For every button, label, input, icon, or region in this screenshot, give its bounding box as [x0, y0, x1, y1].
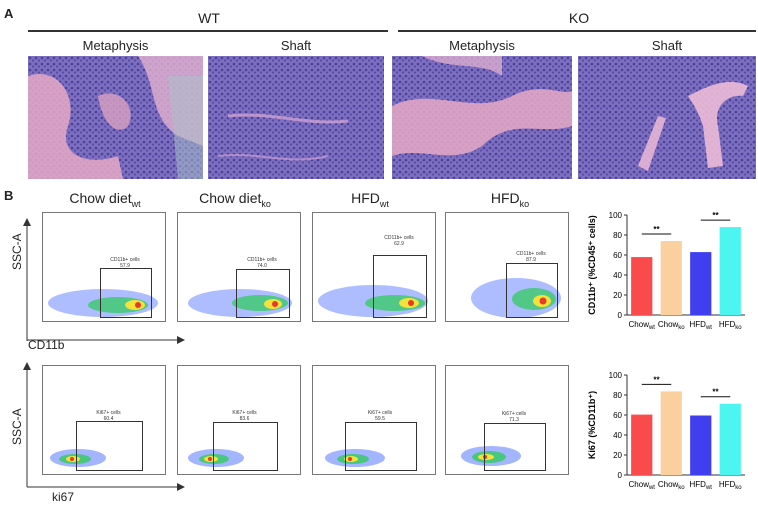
histology-image-ko-shaft	[578, 56, 756, 179]
row1-x-axis-label: CD11b	[28, 338, 65, 352]
gate-label-r1-c1: CD11b+ cells 57.9	[110, 257, 140, 269]
subtitle-ko-shaft: Shaft	[651, 38, 683, 53]
bar2-sig-label-1: **	[712, 388, 719, 397]
bar1-sig-label-1: **	[712, 211, 719, 220]
bar1-xtick-label-0: Chowwt	[629, 320, 656, 331]
row1-x-arrow	[27, 336, 185, 344]
bar1-bar-0	[631, 257, 653, 315]
panel-a-label: A	[4, 6, 14, 21]
gate-label-r2-c1: Ki67+ cells 60.4	[96, 410, 121, 422]
flow-column-header-3: HFDwt	[351, 190, 389, 209]
bar1-bar-1	[660, 241, 682, 315]
row2-axis-arrows	[23, 362, 31, 487]
gate-label-r1-c2: CD11b+ cells 74.0	[247, 257, 277, 269]
bar2-sig-label-0: **	[653, 375, 660, 384]
flow-column-header-1: Chow dietwt	[69, 190, 141, 209]
bar2-ytick-label-3: 60	[613, 411, 622, 420]
bar2-xtick-label-1: Chowko	[658, 480, 685, 491]
group-wt-rule	[28, 30, 388, 32]
flow-plot-r2-c2: Ki67+ cells 83.6	[177, 365, 301, 475]
gate-label-r2-c3: Ki67+ cells 59.5	[367, 410, 393, 422]
bar1-ytick-label-4: 80	[613, 231, 622, 240]
flow-plot-r1-c2: CD11b+ cells 74.0	[177, 212, 301, 322]
subtitle-ko-metaphysis: Metaphysis	[449, 38, 515, 53]
bar-chart-ki67: Ki67 (%CD11b⁺) 0 20 40 60 80 100 Chowwt Chowko HF…	[587, 371, 745, 491]
flow-plot-r2-c1: Ki67+ cells 60.4	[42, 365, 166, 475]
gate-label-r2-c4: Ki67+ cells 71.3	[501, 411, 527, 423]
flow-column-header-4: HFDko	[490, 190, 530, 209]
group-ko-title: KO	[568, 10, 590, 26]
row2-x-arrow	[27, 483, 185, 491]
flow-plot-r1-c4: CD11b+ cells 87.9	[445, 212, 569, 322]
panel-b-label: B	[4, 188, 14, 203]
histology-image-wt-metaphysis	[28, 56, 203, 179]
bar2-ytick-label-4: 80	[613, 391, 622, 400]
gate-label-r1-c3: CD11b+ cells 62.9	[384, 235, 414, 247]
row2-y-axis-label: SSC-A	[10, 408, 24, 445]
bar2-ytick-label-2: 40	[613, 431, 622, 440]
bar1-ytick-label-2: 40	[613, 271, 622, 280]
flow-plot-r2-c4: Ki67+ cells 71.3	[445, 365, 569, 475]
group-wt-title: WT	[198, 10, 220, 26]
flow-plot-r2-c3: Ki67+ cells 59.5	[312, 365, 436, 475]
bar1-ytick-label-0: 0	[618, 311, 623, 320]
bar1-xtick-label-1: Chowko	[658, 320, 685, 331]
bar1-bar-3	[719, 227, 741, 315]
bar2-xtick-label-0: Chowwt	[629, 480, 656, 491]
flow-column-header-2: Chow dietko	[199, 190, 271, 209]
gate-r2-c3	[345, 422, 417, 471]
subtitle-wt-shaft: Shaft	[280, 38, 312, 53]
gate-r1-c1	[100, 268, 152, 318]
bar2-y-axis-label: Ki67 (%CD11b⁺)	[587, 391, 597, 459]
bar1-ytick-label-3: 60	[613, 251, 622, 260]
gate-r1-c3	[373, 255, 427, 318]
bar2-ytick-label-5: 100	[609, 371, 623, 380]
bar2-xtick-label-2: HFDwt	[690, 480, 713, 491]
gate-label-r1-c4: CD11b+ cells 87.9	[516, 251, 546, 263]
row2-x-axis-label: ki67	[52, 490, 75, 504]
bar2-bar-1	[660, 391, 682, 475]
bar1-y-axis-label: CD11b⁺ (%CD45⁺ cells)	[587, 215, 597, 315]
group-ko-rule	[398, 30, 756, 32]
bar2-ytick-label-1: 20	[613, 451, 622, 460]
row1-axis-arrows	[23, 218, 31, 341]
flow-plot-r1-c1: CD11b+ cells 57.9	[42, 212, 166, 322]
bar1-ytick-label-1: 20	[613, 291, 622, 300]
histology-image-wt-shaft	[208, 56, 384, 179]
gate-r2-c1	[76, 421, 143, 471]
bar-chart-cd11b: CD11b⁺ (%CD45⁺ cells) 0 20 40 60 80 100 Chowwt C…	[587, 211, 745, 331]
gate-r2-c2	[213, 422, 278, 471]
flow-plot-r1-c3: CD11b+ cells 62.9	[312, 212, 436, 322]
subtitle-wt-metaphysis: Metaphysis	[82, 38, 149, 53]
bar1-bar-2	[690, 252, 712, 315]
bar2-bar-0	[631, 414, 653, 475]
gate-label-r2-c2: Ki67+ cells 83.6	[232, 410, 257, 422]
bar1-ytick-label-5: 100	[609, 211, 623, 220]
gate-r1-c4	[506, 263, 558, 318]
bar2-bar-2	[690, 415, 712, 475]
bar1-xtick-label-2: HFDwt	[690, 320, 713, 331]
row1-y-axis-label: SSC-A	[10, 233, 24, 270]
histology-image-ko-metaphysis	[392, 56, 572, 179]
bar1-sig-label-0: **	[653, 225, 660, 234]
gate-r2-c4	[484, 423, 546, 471]
bar2-bar-3	[719, 403, 741, 475]
gate-r1-c2	[236, 269, 290, 318]
bar1-xtick-label-3: HFDko	[719, 320, 742, 331]
bar2-xtick-label-3: HFDko	[719, 480, 742, 491]
bar2-ytick-label-0: 0	[618, 471, 623, 480]
